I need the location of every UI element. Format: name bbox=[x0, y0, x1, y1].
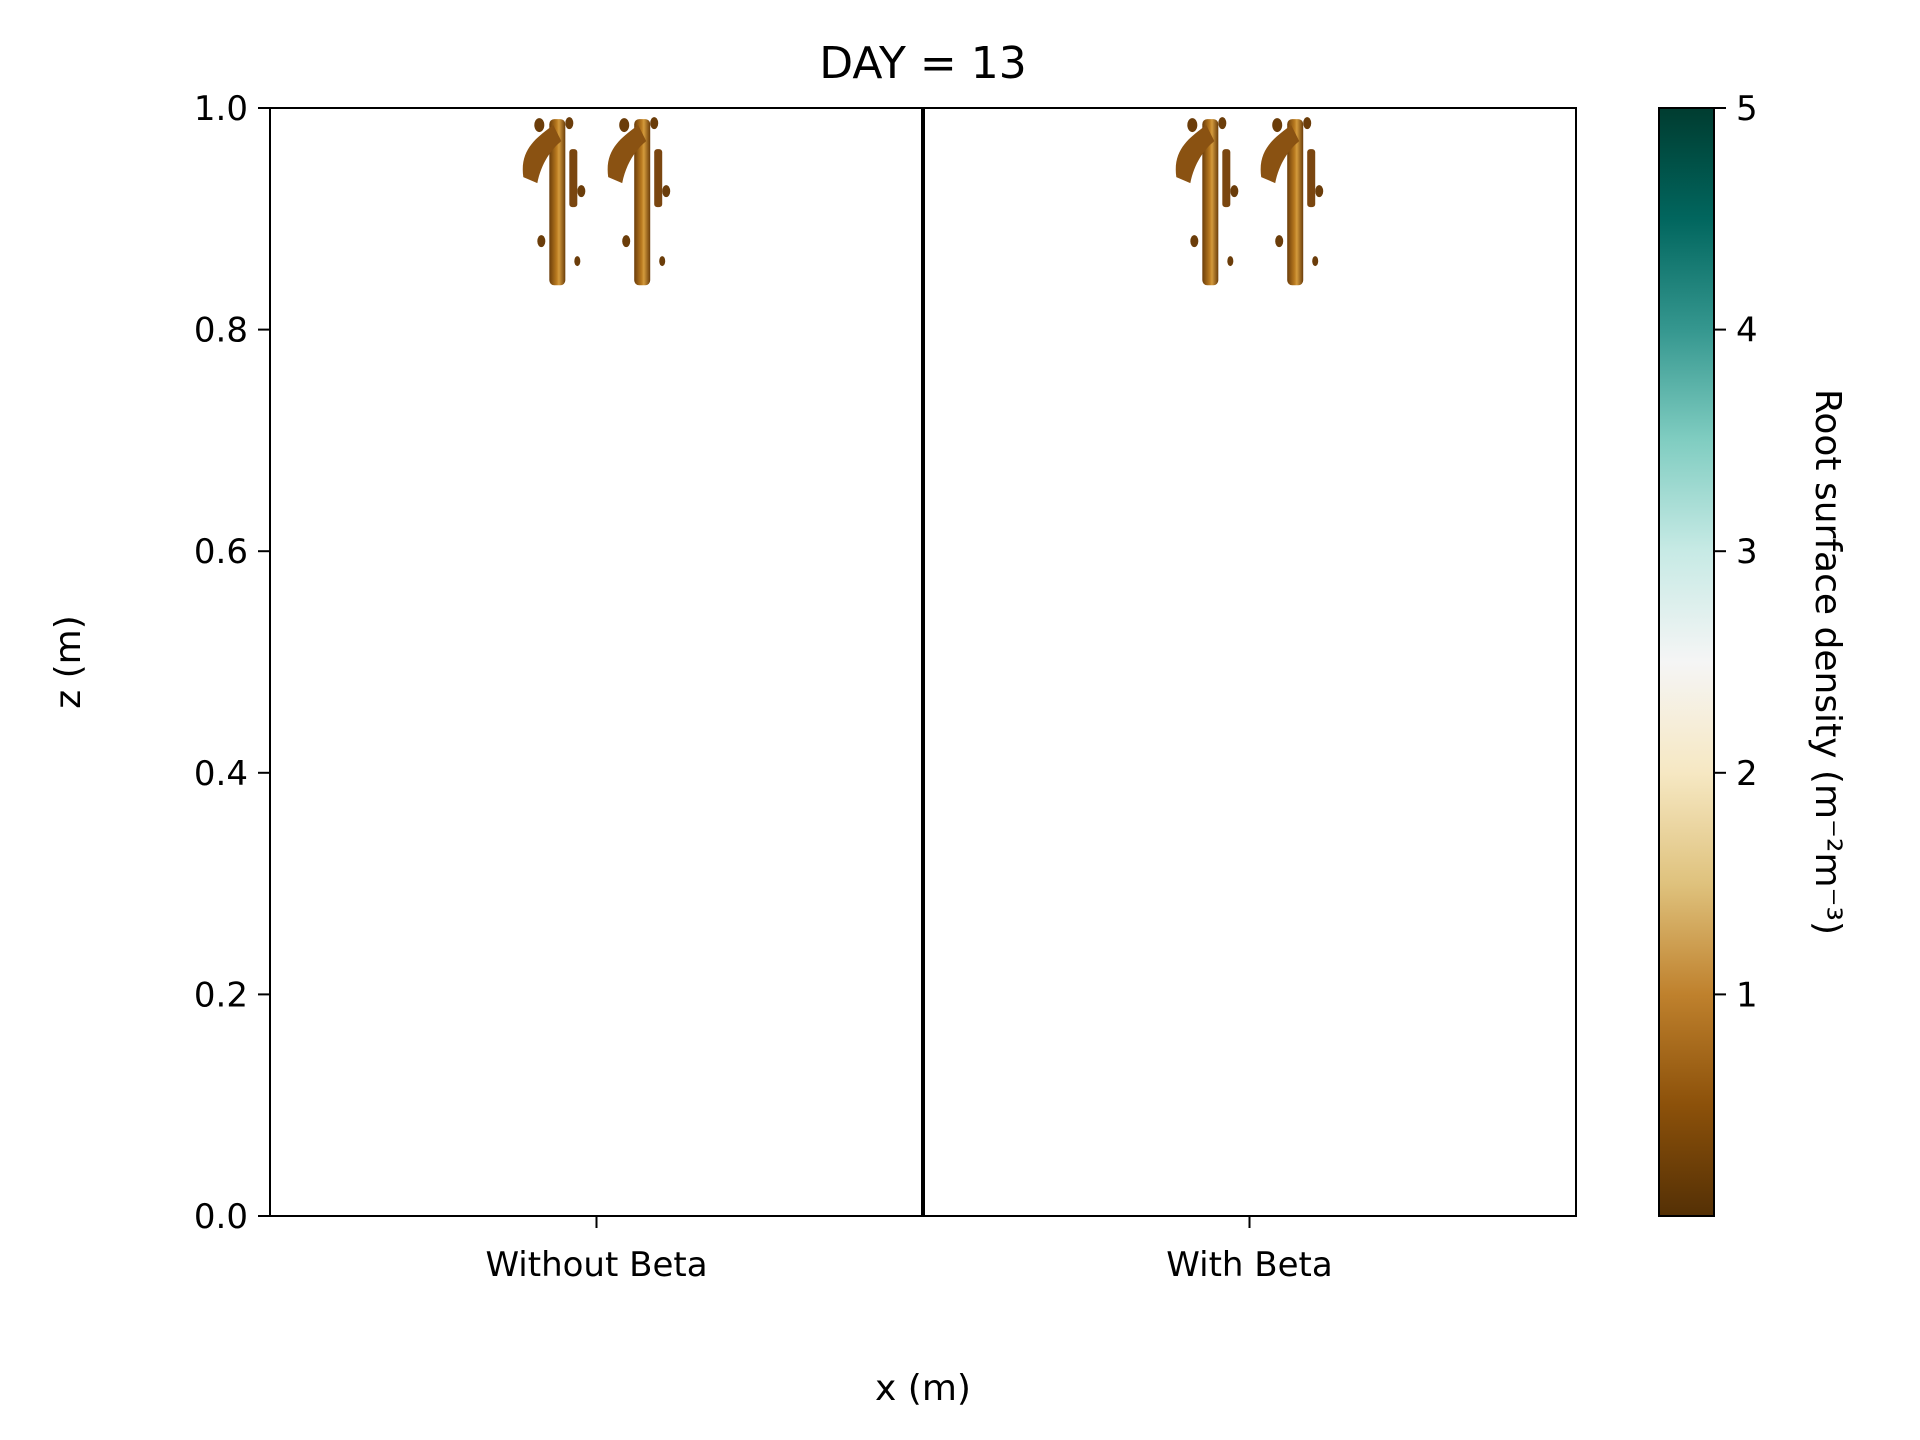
root-cluster bbox=[607, 117, 671, 286]
y-tick-label: 0.4 bbox=[194, 754, 248, 794]
root-speck bbox=[1230, 185, 1239, 198]
root-speck bbox=[534, 118, 545, 133]
x-axis-ticks: Without Beta With Beta bbox=[485, 1216, 1333, 1285]
root-speck bbox=[537, 235, 546, 248]
root-speck bbox=[1190, 235, 1199, 248]
y-tick-label: 1.0 bbox=[194, 89, 248, 129]
y-axis-label: z (m) bbox=[48, 615, 89, 709]
root-speck bbox=[574, 256, 581, 267]
colorbar bbox=[1658, 107, 1715, 1217]
root-stem bbox=[549, 119, 566, 286]
y-tick-label: 0.8 bbox=[194, 311, 248, 351]
root-speck bbox=[1187, 118, 1198, 133]
root-speck bbox=[565, 117, 574, 130]
root-offshoot bbox=[654, 149, 663, 208]
colorbar-ticks: 1 2 3 4 5 bbox=[1714, 89, 1758, 1015]
x-axis-label: x (m) bbox=[875, 1368, 971, 1409]
root-branch bbox=[1260, 125, 1300, 184]
root-speck bbox=[1275, 235, 1284, 248]
root-speck bbox=[577, 185, 586, 198]
x-tick-label: Without Beta bbox=[485, 1245, 707, 1285]
chart-title: DAY = 13 bbox=[819, 38, 1027, 89]
colorbar-label: Root surface density (m⁻²m⁻³) bbox=[1807, 389, 1848, 935]
root-speck bbox=[1272, 118, 1283, 133]
root-branch bbox=[607, 125, 647, 184]
colorbar-tick-label: 2 bbox=[1736, 754, 1758, 794]
colorbar-tick-label: 1 bbox=[1736, 975, 1758, 1015]
root-cluster bbox=[1175, 117, 1239, 286]
root-stem bbox=[1202, 119, 1219, 286]
root-branch bbox=[1175, 125, 1215, 184]
root-branch bbox=[522, 125, 562, 184]
root-speck bbox=[1303, 117, 1312, 130]
root-speck bbox=[650, 117, 659, 130]
plot-frame bbox=[269, 107, 1577, 1217]
root-stem bbox=[634, 119, 651, 286]
x-tick-label: With Beta bbox=[1166, 1245, 1332, 1285]
colorbar-tick-label: 5 bbox=[1736, 89, 1758, 129]
root-density-layer bbox=[522, 117, 1324, 286]
root-offshoot bbox=[569, 149, 578, 208]
colorbar-tick-label: 4 bbox=[1736, 311, 1758, 351]
root-speck bbox=[662, 185, 671, 198]
root-speck bbox=[622, 235, 631, 248]
root-speck bbox=[659, 256, 666, 267]
root-speck bbox=[1218, 117, 1227, 130]
root-cluster bbox=[522, 117, 586, 286]
colorbar-tick-label: 3 bbox=[1736, 532, 1758, 572]
root-offshoot bbox=[1307, 149, 1316, 208]
root-stem bbox=[1287, 119, 1304, 286]
y-axis-ticks: 0.0 0.2 0.4 0.6 0.8 1.0 bbox=[194, 89, 270, 1237]
root-cluster bbox=[1260, 117, 1324, 286]
y-tick-label: 0.0 bbox=[194, 1197, 248, 1237]
root-speck bbox=[1315, 185, 1324, 198]
root-speck bbox=[1227, 256, 1234, 267]
root-offshoot bbox=[1222, 149, 1231, 208]
y-tick-label: 0.2 bbox=[194, 975, 248, 1015]
root-speck bbox=[1312, 256, 1319, 267]
y-tick-label: 0.6 bbox=[194, 532, 248, 572]
root-speck bbox=[619, 118, 630, 133]
